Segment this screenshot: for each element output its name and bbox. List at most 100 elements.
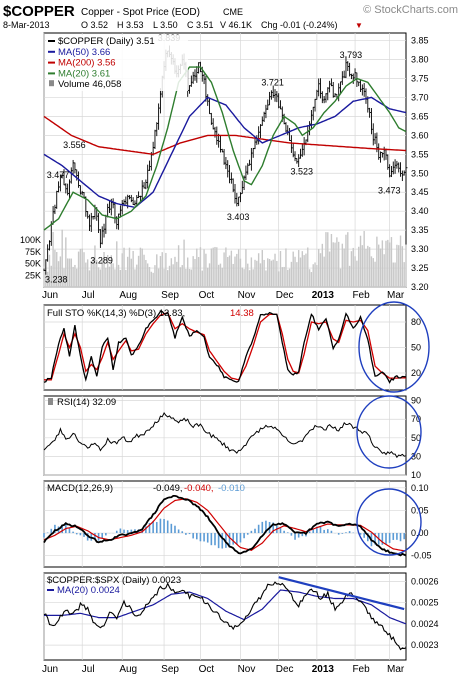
macd-histogram-bar [43, 533, 45, 537]
volume-bar [285, 248, 286, 287]
volume-bar [129, 248, 130, 287]
macd-legend-signal: -0.040, [184, 483, 214, 494]
volume-bar [209, 263, 210, 287]
macd-legend: MACD(12,26,9) [47, 483, 113, 494]
price-tick-label: 3.40 [411, 206, 429, 216]
quote-close: C 3.51 [187, 20, 214, 30]
macd-histogram-bar [298, 533, 300, 537]
macd-histogram-bar [254, 529, 256, 533]
macd-histogram-bar [331, 531, 333, 533]
volume-bar [176, 262, 177, 287]
volume-bar [149, 267, 150, 287]
volume-bar [78, 252, 79, 287]
volume-bar [322, 244, 323, 287]
volume-bar [273, 260, 274, 287]
macd-histogram-bar [327, 529, 329, 533]
volume-bar [152, 273, 153, 287]
price-tick-label: 3.55 [411, 149, 429, 159]
macd-legend-histogram: -0.010 [218, 483, 245, 494]
volume-bar [136, 265, 137, 287]
volume-bar [120, 270, 121, 287]
volume-bar [265, 270, 266, 287]
macd-histogram-bar [156, 522, 158, 533]
volume-bar [382, 240, 383, 287]
macd-histogram-bar [196, 533, 198, 539]
macd-histogram-bar [243, 533, 245, 538]
volume-bar [182, 265, 183, 287]
ratio-tick-label: 0.0026 [411, 576, 439, 586]
macd-histogram-bar [178, 529, 180, 533]
volume-bar [212, 248, 213, 287]
legend-ma50: MA(50) 3.66 [58, 47, 110, 58]
volume-bar [160, 256, 161, 287]
volume-tick-label: 25K [25, 270, 41, 280]
volume-bar [72, 267, 73, 287]
volume-bar [365, 249, 366, 287]
macd-histogram-bar [167, 521, 169, 534]
volume-bar [243, 269, 244, 287]
legend-volume: Volume 46,058 [58, 79, 121, 90]
volume-bar [389, 243, 390, 287]
volume-bar [225, 247, 226, 287]
volume-bar [71, 259, 72, 287]
volume-bar [287, 270, 288, 287]
macd-histogram-bar [185, 533, 187, 535]
x-tick-label-ratio: Feb [352, 664, 370, 675]
volume-bar [142, 249, 143, 287]
volume-bar [105, 268, 106, 287]
volume-bar [394, 263, 395, 287]
volume-bar [262, 250, 263, 287]
volume-bar [89, 270, 90, 287]
volume-bar [276, 261, 277, 287]
volume-bar [87, 259, 88, 287]
volume-bar [192, 256, 193, 287]
volume-bar [163, 269, 164, 287]
volume-bar [151, 272, 152, 287]
rsi-legend: RSI(14) 32.09 [57, 397, 116, 408]
volume-tick-label: 100K [20, 235, 41, 245]
volume-bar [112, 263, 113, 287]
symbol-title: $COPPER [3, 3, 75, 20]
macd-histogram-bar [403, 533, 405, 539]
macd-histogram-bar [236, 533, 238, 545]
volume-bar [74, 265, 75, 287]
macd-histogram-bar [69, 528, 71, 533]
price-tick-label: 3.75 [411, 73, 429, 83]
volume-bar [100, 269, 101, 287]
volume-bar [145, 260, 146, 287]
volume-tick-label: 50K [25, 259, 41, 269]
stochastic-legend-d: 14.38 [230, 308, 254, 319]
macd-tick-label: 0.10 [411, 483, 429, 493]
volume-bar [85, 263, 86, 287]
volume-bar [347, 232, 348, 287]
macd-histogram-bar [105, 533, 107, 535]
change-down-icon: ▼ [355, 21, 363, 30]
volume-bar [118, 265, 119, 287]
volume-bar [147, 263, 148, 287]
volume-bar [282, 267, 283, 287]
volume-bar [378, 245, 379, 287]
price-tick-label: 3.20 [411, 282, 429, 292]
price-annotation: 3.238 [45, 275, 68, 285]
volume-bar [369, 247, 370, 287]
x-tick-label-price: Jul [82, 290, 95, 301]
price-tick-label: 3.50 [411, 168, 429, 178]
x-tick-label-price: Jun [42, 290, 58, 301]
macd-histogram-bar [323, 530, 325, 533]
price-annotation: 3.721 [261, 77, 284, 87]
volume-bar [296, 262, 297, 287]
volume-bar [263, 260, 264, 287]
volume-bar [374, 262, 375, 287]
volume-bar [333, 242, 334, 287]
price-tick-label: 3.60 [411, 130, 429, 140]
macd-histogram-bar [261, 522, 263, 533]
macd-histogram-bar [345, 532, 347, 533]
volume-bar [174, 257, 175, 287]
macd-histogram-bar [207, 533, 209, 543]
macd-histogram-bar [127, 530, 129, 533]
volume-bar [236, 254, 237, 287]
macd-histogram-bar [200, 533, 202, 541]
x-tick-label-price: Nov [238, 290, 256, 301]
macd-histogram-bar [294, 533, 296, 540]
volume-bar [171, 258, 172, 287]
